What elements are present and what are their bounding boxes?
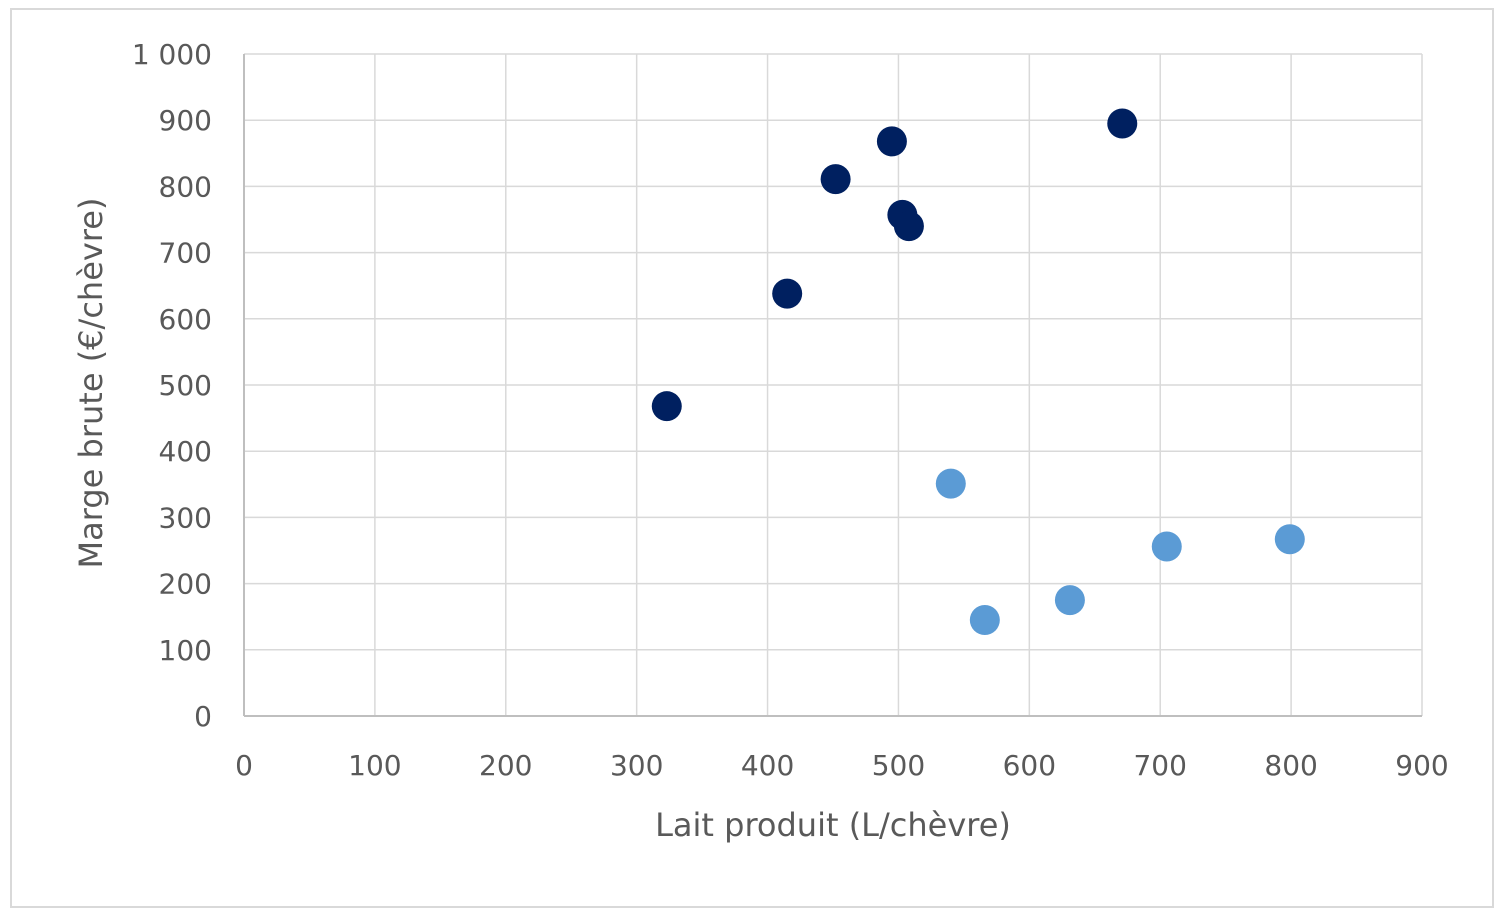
y-tick-label: 800 <box>159 170 212 203</box>
data-point <box>876 126 907 157</box>
x-tick-label: 0 <box>235 749 253 782</box>
chart-frame <box>10 8 1494 908</box>
x-tick-label: 900 <box>1395 749 1448 782</box>
x-tick-label: 800 <box>1264 749 1317 782</box>
y-axis-title: Marge brute (€/chèvre) <box>72 198 110 569</box>
y-tick-label: 1 000 <box>132 38 212 71</box>
y-tick-label: 100 <box>159 634 212 667</box>
y-tick-label: 700 <box>159 237 212 270</box>
data-point <box>893 211 924 242</box>
y-tick-label: 400 <box>159 435 212 468</box>
data-point <box>935 468 966 499</box>
data-point <box>651 391 682 422</box>
axis-layer <box>243 54 1422 717</box>
data-point <box>1054 585 1085 616</box>
x-tick-label: 300 <box>610 749 663 782</box>
y-tick-label: 900 <box>159 104 212 137</box>
x-axis-title: Lait produit (L/chèvre) <box>655 806 1011 844</box>
data-point <box>1151 531 1182 562</box>
y-tick-label: 500 <box>159 369 212 402</box>
data-point-layer <box>651 108 1305 636</box>
x-tick-label: 600 <box>1003 749 1056 782</box>
data-point <box>820 164 851 195</box>
x-tick-label: 400 <box>741 749 794 782</box>
y-tick-label: 200 <box>159 568 212 601</box>
grid-layer <box>244 53 1423 716</box>
tick-label-layer: 0 100 200 300 400 500 600 700 800 900 0 100 200 300 40… <box>132 38 1449 782</box>
y-tick-label: 600 <box>159 303 212 336</box>
data-point <box>772 278 803 309</box>
data-point <box>1274 524 1305 555</box>
x-tick-label: 700 <box>1133 749 1186 782</box>
x-tick-label: 100 <box>348 749 401 782</box>
data-point <box>969 605 1000 636</box>
data-point <box>1107 108 1138 139</box>
y-tick-label: 300 <box>159 501 212 534</box>
x-tick-label: 200 <box>479 749 532 782</box>
x-tick-label: 500 <box>872 749 925 782</box>
y-tick-label: 0 <box>194 700 212 733</box>
